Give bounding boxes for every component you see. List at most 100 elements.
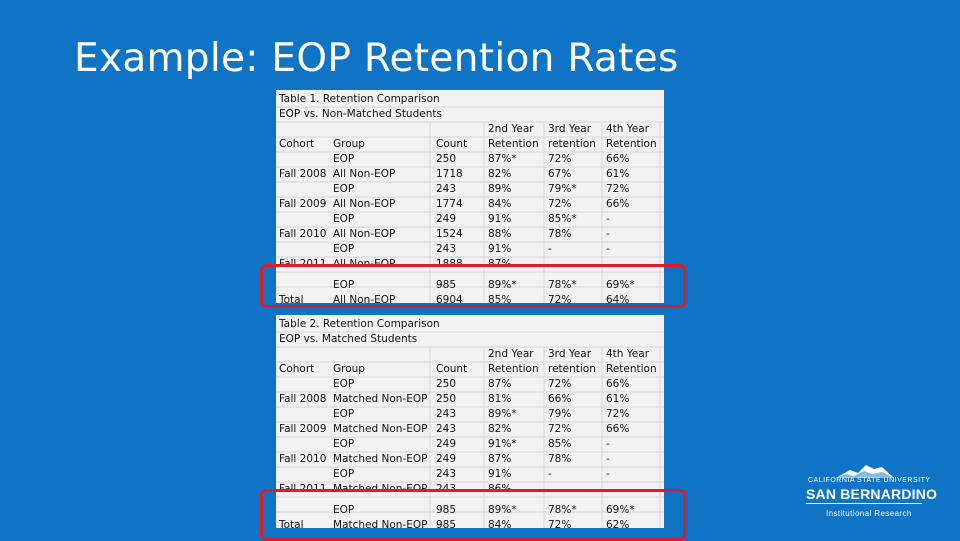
row-count: 1524 bbox=[436, 228, 463, 240]
logo-divider bbox=[806, 503, 922, 504]
row-group: All Non-EOP bbox=[333, 294, 396, 306]
table-caption: Table 1. Retention Comparison bbox=[279, 93, 440, 105]
logo-campus-name: SAN BERNARDINO bbox=[806, 486, 938, 502]
row-count: 985 bbox=[436, 519, 457, 531]
mountain-icon bbox=[836, 465, 894, 478]
row-2nd-year-retention: 82% bbox=[488, 423, 512, 435]
row-3rd-year-retention: 85% bbox=[548, 438, 572, 450]
row-group: EOP bbox=[333, 468, 355, 480]
row-3rd-year-retention: 78%* bbox=[548, 504, 577, 516]
header-2nd-year: 2nd Year bbox=[488, 123, 534, 135]
row-3rd-year-retention: 78%* bbox=[548, 279, 577, 291]
row-3rd-year-retention: 66% bbox=[548, 393, 572, 405]
row-2nd-year-retention: 91% bbox=[488, 243, 512, 255]
row-2nd-year-retention: 82% bbox=[488, 168, 512, 180]
row-cohort: Fall 2009 bbox=[279, 423, 327, 435]
row-group: EOP bbox=[333, 438, 355, 450]
row-4th-year-retention: - bbox=[606, 438, 610, 450]
row-count: 243 bbox=[436, 468, 457, 480]
row-3rd-year-retention: - bbox=[548, 468, 552, 480]
row-3rd-year-retention: 85%* bbox=[548, 213, 577, 225]
row-group: EOP bbox=[333, 504, 355, 516]
header-cohort: Cohort bbox=[279, 363, 315, 375]
row-count: 250 bbox=[436, 153, 457, 165]
row-cohort: Fall 2009 bbox=[279, 198, 327, 210]
header-4th-year-sub: Retention bbox=[606, 363, 657, 375]
row-2nd-year-retention: 87%* bbox=[488, 153, 517, 165]
row-3rd-year-retention: 72% bbox=[548, 153, 572, 165]
row-3rd-year-retention: 79%* bbox=[548, 183, 577, 195]
row-group: EOP bbox=[333, 408, 355, 420]
table-caption: Table 2. Retention Comparison bbox=[279, 318, 440, 330]
table-caption: EOP vs. Non-Matched Students bbox=[279, 108, 442, 120]
row-group: EOP bbox=[333, 213, 355, 225]
row-2nd-year-retention: 89%* bbox=[488, 408, 517, 420]
logo-university-line: CALIFORNIA STATE UNIVERSITY bbox=[808, 477, 931, 484]
row-2nd-year-retention: 88% bbox=[488, 228, 512, 240]
row-group: EOP bbox=[333, 243, 355, 255]
row-4th-year-retention: 64% bbox=[606, 294, 630, 306]
header-2nd-year: 2nd Year bbox=[488, 348, 534, 360]
header-count: Count bbox=[436, 363, 468, 375]
row-cohort: Total bbox=[279, 519, 304, 531]
header-group: Group bbox=[333, 138, 365, 150]
row-group: All Non-EOP bbox=[333, 228, 396, 240]
row-2nd-year-retention: 91% bbox=[488, 468, 512, 480]
row-3rd-year-retention: 72% bbox=[548, 198, 572, 210]
header-2nd-year-sub: Retention bbox=[488, 138, 539, 150]
row-4th-year-retention: 62% bbox=[606, 519, 630, 531]
row-group: EOP bbox=[333, 279, 355, 291]
row-2nd-year-retention: 84% bbox=[488, 198, 512, 210]
row-count: 249 bbox=[436, 453, 457, 465]
row-count: 6904 bbox=[436, 294, 463, 306]
row-4th-year-retention: - bbox=[606, 453, 610, 465]
slide-title: Example: EOP Retention Rates bbox=[74, 36, 679, 81]
header-4th-year: 4th Year bbox=[606, 348, 650, 360]
row-4th-year-retention: 61% bbox=[606, 168, 630, 180]
row-2nd-year-retention: 91%* bbox=[488, 438, 517, 450]
row-count: 985 bbox=[436, 279, 457, 291]
row-4th-year-retention: 72% bbox=[606, 408, 630, 420]
total-row-highlight-table2 bbox=[260, 489, 686, 541]
row-group: EOP bbox=[333, 183, 355, 195]
total-row-highlight-table1 bbox=[260, 264, 686, 308]
header-3rd-year: 3rd Year bbox=[548, 123, 592, 135]
row-group: EOP bbox=[333, 378, 355, 390]
row-count: 249 bbox=[436, 213, 457, 225]
row-4th-year-retention: 72% bbox=[606, 183, 630, 195]
row-3rd-year-retention: 78% bbox=[548, 453, 572, 465]
row-2nd-year-retention: 89%* bbox=[488, 504, 517, 516]
row-group: Matched Non-EOP bbox=[333, 519, 428, 531]
header-group: Group bbox=[333, 363, 365, 375]
row-2nd-year-retention: 81% bbox=[488, 393, 512, 405]
row-3rd-year-retention: 72% bbox=[548, 423, 572, 435]
header-2nd-year-sub: Retention bbox=[488, 363, 539, 375]
row-2nd-year-retention: 87% bbox=[488, 453, 512, 465]
header-4th-year: 4th Year bbox=[606, 123, 650, 135]
row-4th-year-retention: 61% bbox=[606, 393, 630, 405]
row-group: All Non-EOP bbox=[333, 198, 396, 210]
row-cohort: Fall 2008 bbox=[279, 393, 327, 405]
header-3rd-year-sub: retention bbox=[548, 138, 596, 150]
header-3rd-year-sub: retention bbox=[548, 363, 596, 375]
table-caption: EOP vs. Matched Students bbox=[279, 333, 418, 345]
row-3rd-year-retention: 72% bbox=[548, 519, 572, 531]
row-3rd-year-retention: 72% bbox=[548, 294, 572, 306]
row-count: 250 bbox=[436, 378, 457, 390]
row-4th-year-retention: 69%* bbox=[606, 504, 635, 516]
row-group: All Non-EOP bbox=[333, 168, 396, 180]
row-count: 985 bbox=[436, 504, 457, 516]
row-group: EOP bbox=[333, 153, 355, 165]
row-4th-year-retention: - bbox=[606, 468, 610, 480]
row-4th-year-retention: 66% bbox=[606, 153, 630, 165]
row-2nd-year-retention: 89%* bbox=[488, 279, 517, 291]
row-4th-year-retention: 66% bbox=[606, 423, 630, 435]
csusb-logo: CALIFORNIA STATE UNIVERSITY SAN BERNARDI… bbox=[806, 462, 937, 522]
row-3rd-year-retention: 72% bbox=[548, 378, 572, 390]
row-cohort: Fall 2008 bbox=[279, 168, 327, 180]
row-group: Matched Non-EOP bbox=[333, 453, 428, 465]
row-4th-year-retention: - bbox=[606, 243, 610, 255]
row-cohort: Fall 2010 bbox=[279, 228, 327, 240]
row-2nd-year-retention: 84% bbox=[488, 519, 512, 531]
row-count: 1774 bbox=[436, 198, 463, 210]
